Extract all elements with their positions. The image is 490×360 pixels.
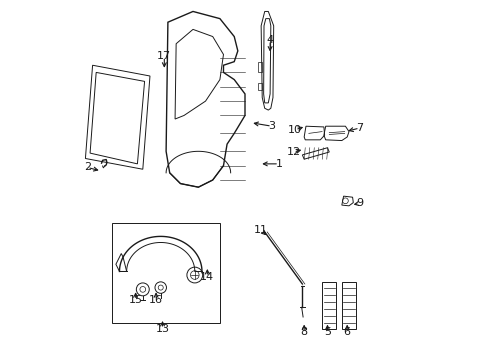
Text: 13: 13 bbox=[155, 324, 170, 334]
Bar bbox=[342, 282, 356, 329]
Text: 1: 1 bbox=[275, 159, 283, 169]
Text: 10: 10 bbox=[288, 125, 302, 135]
Text: 17: 17 bbox=[157, 51, 171, 61]
Text: 4: 4 bbox=[267, 35, 274, 45]
Text: 2: 2 bbox=[84, 162, 91, 172]
Text: 5: 5 bbox=[324, 327, 331, 337]
Text: 6: 6 bbox=[343, 327, 351, 337]
Text: 9: 9 bbox=[356, 198, 363, 208]
Text: 3: 3 bbox=[269, 121, 275, 131]
Text: 12: 12 bbox=[286, 147, 300, 157]
Text: 8: 8 bbox=[300, 327, 308, 337]
Text: 7: 7 bbox=[356, 123, 363, 133]
Bar bbox=[322, 282, 337, 329]
Bar bbox=[112, 223, 220, 323]
Text: 11: 11 bbox=[254, 225, 268, 235]
Text: 16: 16 bbox=[149, 295, 163, 305]
Text: 14: 14 bbox=[200, 272, 215, 282]
Text: 15: 15 bbox=[128, 295, 143, 305]
